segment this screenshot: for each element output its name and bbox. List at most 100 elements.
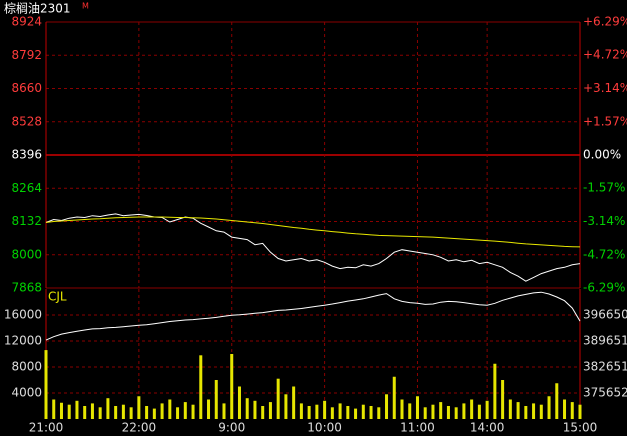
volume-bar — [237, 386, 241, 419]
volume-bar — [299, 403, 303, 419]
y-tick-label: 4000 — [11, 386, 42, 400]
volume-bar — [508, 399, 512, 419]
volume-bar — [90, 403, 94, 419]
volume-bar — [152, 408, 156, 419]
x-tick-label: 11:00 — [400, 421, 435, 435]
volume-bar — [137, 396, 141, 419]
volume-bar — [59, 402, 63, 419]
volume-bar — [385, 394, 389, 419]
volume-bar — [338, 403, 342, 419]
volume-bar — [369, 406, 373, 419]
volume-bar — [516, 402, 520, 419]
volume-bar — [168, 399, 172, 419]
volume-bar — [578, 404, 582, 419]
volume-bar — [408, 403, 412, 419]
volume-bar — [98, 407, 102, 419]
volume-bar — [392, 376, 396, 419]
volume-bar — [377, 407, 381, 419]
x-tick-label: 22:00 — [122, 421, 157, 435]
volume-bar — [222, 403, 226, 419]
y2-tick-label: 389651 — [583, 333, 627, 347]
x-tick-label: 21:00 — [29, 421, 64, 435]
volume-bar — [563, 399, 567, 419]
volume-bar — [230, 354, 234, 419]
volume-bar — [207, 399, 211, 419]
y-tick-label: 8000 — [11, 360, 42, 374]
volume-bar — [446, 406, 450, 419]
y2-tick-label: 382651 — [583, 360, 627, 374]
volume-bar — [555, 383, 559, 419]
volume-bar — [307, 406, 311, 419]
volume-bar — [423, 407, 427, 419]
y-tick-label: 8000 — [11, 247, 42, 261]
y2-tick-label: +4.72% — [583, 48, 627, 62]
volume-bar — [199, 355, 203, 419]
y-tick-label: 8528 — [11, 114, 42, 128]
volume-bar — [160, 403, 164, 419]
volume-bar — [191, 404, 195, 419]
y-tick-label: 8924 — [11, 15, 42, 29]
y-tick-label: 12000 — [4, 334, 42, 348]
volume-bar — [121, 404, 125, 419]
y2-tick-label: -4.72% — [583, 247, 625, 261]
volume-bar — [268, 402, 272, 419]
y2-tick-label: 375652 — [583, 386, 627, 400]
panel-title: CJL — [48, 290, 67, 304]
volume-bar — [532, 403, 536, 419]
volume-bar — [462, 403, 466, 419]
volume-bar — [145, 406, 149, 419]
volume-bar — [547, 396, 551, 419]
series-line — [45, 291, 581, 341]
volume-bar — [183, 402, 187, 419]
volume-bar — [431, 404, 435, 419]
volume-bar — [129, 407, 133, 419]
y2-tick-label: +6.29% — [583, 15, 627, 29]
volume-bar — [485, 400, 489, 419]
volume-bar — [361, 404, 365, 419]
volume-bar — [454, 407, 458, 419]
volume-bar — [52, 399, 56, 419]
volume-bar — [354, 408, 358, 419]
volume-bar — [261, 406, 265, 419]
volume-bar — [400, 399, 404, 419]
volume-bar — [524, 406, 528, 419]
volume-bar — [75, 400, 79, 419]
volume-bar — [315, 404, 319, 419]
y-tick-label: 8264 — [11, 181, 42, 195]
y2-tick-label: +1.57% — [583, 114, 627, 128]
series-line — [45, 213, 581, 282]
volume-bar — [106, 398, 110, 419]
y2-tick-label: -6.29% — [583, 281, 625, 295]
volume-bar — [44, 350, 48, 419]
volume-bar — [323, 400, 327, 419]
volume-bar — [253, 400, 257, 419]
volume-bar — [439, 402, 443, 419]
volume-bar — [284, 394, 288, 419]
x-tick-label: 10:00 — [307, 421, 342, 435]
y-tick-label: 8792 — [11, 48, 42, 62]
volume-bar — [477, 404, 481, 419]
volume-bar — [83, 406, 87, 419]
volume-bar — [214, 380, 218, 419]
y-tick-label: 8132 — [11, 214, 42, 228]
y2-tick-label: 0.00% — [583, 148, 621, 162]
series-line — [45, 216, 581, 248]
title-badge: M — [82, 2, 89, 11]
volume-bar — [493, 363, 497, 419]
volume-bar — [415, 396, 419, 419]
volume-bar — [276, 378, 280, 419]
volume-bar — [67, 404, 71, 419]
y-tick-label: 16000 — [4, 308, 42, 322]
volume-bar — [501, 380, 505, 419]
volume-bar — [346, 406, 350, 419]
grid — [45, 21, 581, 419]
y-tick-label: 7868 — [11, 281, 42, 295]
volume-bar — [245, 398, 249, 419]
y2-tick-label: 396650 — [583, 307, 627, 321]
y2-tick-label: +3.14% — [583, 81, 627, 95]
volume-bar — [176, 407, 180, 419]
chart-title: 棕榈油2301 — [4, 1, 71, 16]
volume-bar — [539, 404, 543, 419]
